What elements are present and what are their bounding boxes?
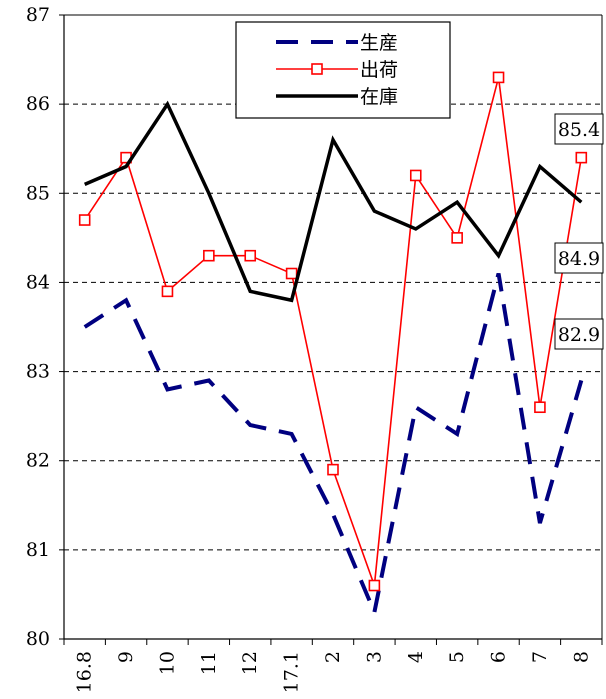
data-point-marker xyxy=(368,579,381,592)
data-point-marker xyxy=(244,249,257,262)
series-line xyxy=(83,273,584,620)
data-labels: 85.4 84.9 82.9 xyxy=(554,113,604,350)
y-tick-label: 87 xyxy=(26,4,50,26)
data-point-marker xyxy=(492,71,505,84)
x-tick-label: 8 xyxy=(570,651,592,663)
x-tick-label: 10 xyxy=(156,651,178,675)
data-label-box xyxy=(554,318,604,350)
y-tick-label: 80 xyxy=(26,628,50,650)
data-label-box xyxy=(554,242,604,274)
data-point-marker xyxy=(161,285,174,298)
x-tick-label: 6 xyxy=(488,651,510,663)
x-tick-label: 3 xyxy=(363,651,385,663)
y-tick-label: 86 xyxy=(26,93,50,115)
data-label: 85.4 xyxy=(558,119,600,141)
x-tick-label: 2 xyxy=(322,651,344,663)
legend-marker xyxy=(311,63,323,75)
series-line xyxy=(84,77,583,586)
x-tick-label: 4 xyxy=(405,651,427,663)
x-tick-label: 11 xyxy=(198,651,220,675)
legend-box xyxy=(235,21,451,119)
y-tick-label: 82 xyxy=(26,450,50,472)
x-tick-label: 7 xyxy=(529,651,551,663)
data-point-marker xyxy=(327,463,339,476)
legend-label: 出荷 xyxy=(360,59,398,81)
data-point-marker xyxy=(534,401,546,414)
data-point-marker xyxy=(409,169,422,182)
data-point-marker xyxy=(575,151,588,164)
y-tick-label: 84 xyxy=(26,271,50,293)
x-tick-label: 5 xyxy=(446,651,468,663)
x-tick-label: 12 xyxy=(239,651,261,675)
y-tick-label: 85 xyxy=(26,182,50,204)
x-tick-label: 9 xyxy=(115,651,137,663)
data-point-marker xyxy=(78,214,91,226)
series-lines xyxy=(78,71,588,620)
data-point-marker xyxy=(451,232,463,244)
y-tick-label: 81 xyxy=(26,539,50,561)
data-point-marker xyxy=(285,267,298,280)
series-line xyxy=(83,100,583,303)
legend-label: 在庫 xyxy=(360,86,398,108)
data-point-marker xyxy=(203,249,215,262)
grid-lines xyxy=(64,103,602,551)
x-tick-label: 17.1 xyxy=(281,651,303,693)
data-label-box xyxy=(554,113,604,145)
data-label: 84.9 xyxy=(558,248,600,270)
y-tick-label: 83 xyxy=(26,361,50,383)
axes: 80 81 82 83 84 85 86 87 16.8 9 10 11 12 17.1 2 3 4 5 6 7 8 xyxy=(26,4,603,693)
legend-label: 生産 xyxy=(360,32,398,54)
data-label: 82.9 xyxy=(558,324,600,346)
x-tick-label: 16.8 xyxy=(74,651,96,693)
